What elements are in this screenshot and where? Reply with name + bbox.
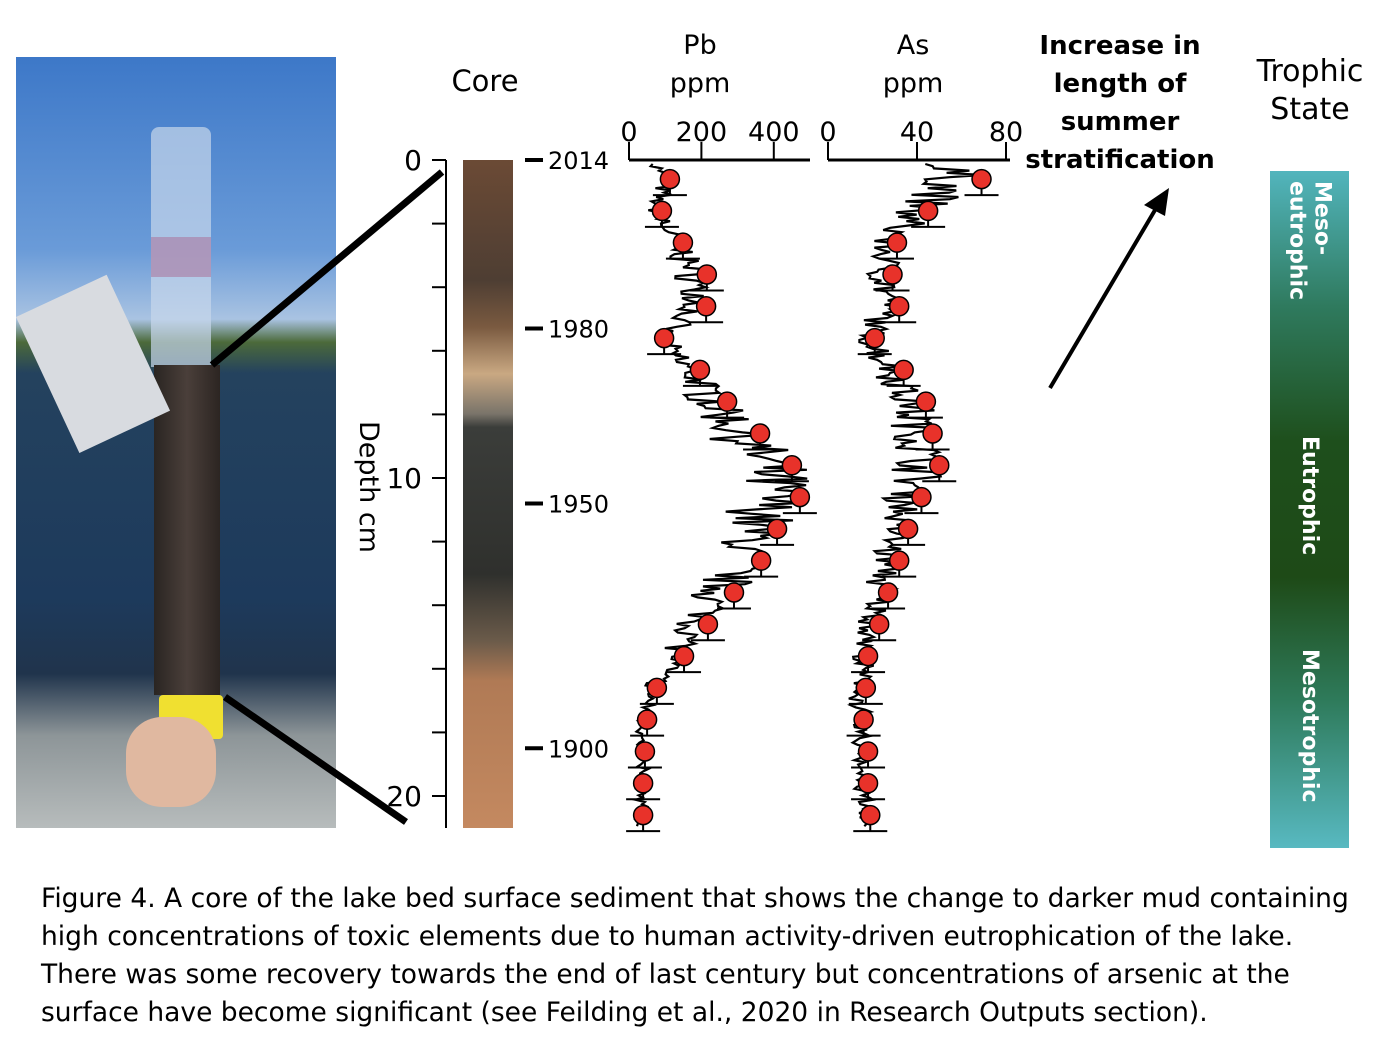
pb-data-point [696, 264, 718, 285]
core-image [463, 160, 513, 828]
depth-tick-label: 20 [386, 780, 422, 813]
trophic-state-bar: Meso-eutrophic Eutrophic Mesotrophic [1270, 171, 1349, 848]
as-data-point [971, 168, 992, 190]
pb-header: Pb ppm [650, 27, 750, 103]
pb-x-tick-label: 0 [620, 117, 637, 148]
pb-data-point [697, 614, 719, 635]
zoom-line-top [209, 169, 445, 368]
as-data-point [855, 677, 877, 699]
trophic-header: Trophic State [1240, 53, 1380, 129]
as-x-tick-label: 0 [819, 117, 836, 148]
pb-data-point [723, 582, 745, 603]
pb-data-point [749, 423, 771, 444]
pb-data-point [673, 645, 695, 667]
as-data-point [911, 486, 932, 508]
trophic-meso-eutrophic: Meso-eutrophic [1284, 181, 1335, 301]
sediment-core-photo [16, 57, 336, 828]
pb-data-point [651, 200, 673, 222]
depth-tick-label: 0 [404, 144, 422, 177]
year-marker-label: 1900 [548, 735, 609, 763]
as-data-point [868, 614, 890, 635]
pb-unit: ppm [669, 68, 731, 99]
pb-data-point [653, 327, 675, 349]
pb-x-tick-label: 400 [748, 117, 800, 148]
as-x-tick-label: 80 [989, 117, 1023, 148]
stratification-arrow-head [1144, 188, 1169, 216]
as-label: As [896, 30, 930, 61]
trophic-mesotrophic: Mesotrophic [1297, 649, 1322, 803]
pb-x-tick-label: 200 [676, 117, 728, 148]
as-data-point [922, 423, 943, 444]
pb-data-point [672, 232, 694, 253]
as-data-point [886, 232, 908, 253]
core-tube-water [151, 237, 211, 277]
as-data-point [857, 741, 879, 762]
pb-profile-line [631, 163, 808, 827]
year-marker-label: 1950 [548, 490, 609, 518]
as-data-point [888, 550, 910, 571]
as-unit: ppm [882, 68, 944, 99]
core-header: Core [451, 64, 519, 98]
stratification-line: stratification [1025, 145, 1215, 175]
as-data-point [882, 264, 903, 285]
pb-data-point [632, 804, 654, 826]
pb-label: Pb [683, 30, 717, 61]
as-data-point [853, 709, 874, 730]
as-data-point [860, 804, 881, 826]
stratification-line: Increase in [1039, 31, 1201, 61]
year-marker-label: 1980 [548, 316, 609, 344]
as-data-point [929, 455, 950, 476]
pb-data-point [646, 677, 668, 699]
as-data-point [857, 773, 879, 794]
pb-data-point [659, 168, 681, 190]
trophic-label: State [1270, 92, 1350, 127]
zoom-line-bottom [223, 694, 408, 825]
as-data-point [888, 296, 910, 317]
as-data-point [877, 582, 899, 603]
stratification-line: length of [1053, 69, 1187, 99]
as-data-point [893, 359, 914, 381]
pb-data-point [781, 455, 803, 476]
pb-data-point [632, 773, 654, 794]
pb-data-point [766, 518, 788, 540]
as-data-point [864, 327, 885, 349]
core-tube-mud [154, 365, 220, 695]
hand [126, 717, 216, 807]
as-data-point [897, 518, 919, 540]
pb-data-point [634, 741, 656, 762]
as-data-point [917, 200, 939, 222]
pb-data-point [750, 550, 772, 571]
stratification-line: summer [1060, 107, 1180, 137]
pb-data-point [716, 391, 738, 412]
as-data-point [857, 645, 879, 667]
trophic-eutrophic: Eutrophic [1297, 436, 1322, 556]
depth-axis-label: Depth cm [353, 421, 384, 553]
as-header: As ppm [863, 27, 963, 103]
pb-data-point [695, 296, 717, 317]
as-data-point [915, 391, 937, 412]
as-x-tick-label: 40 [900, 117, 934, 148]
trophic-label: Trophic [1256, 54, 1364, 89]
pb-data-point [636, 709, 658, 730]
stratification-header: Increase in length of summer stratificat… [1020, 27, 1220, 179]
depth-tick-label: 10 [386, 462, 422, 495]
chart-svg: 0 10 20 Depth cm 2014 1980 1950 1900 0 200 400 0 40 8… [209, 117, 1169, 833]
year-marker-label: 2014 [548, 147, 609, 175]
pb-data-point [789, 486, 811, 508]
figure-caption: Figure 4. A core of the lake bed surface… [41, 883, 1349, 1028]
pb-data-point [689, 359, 711, 381]
stratification-arrow [1048, 203, 1160, 390]
